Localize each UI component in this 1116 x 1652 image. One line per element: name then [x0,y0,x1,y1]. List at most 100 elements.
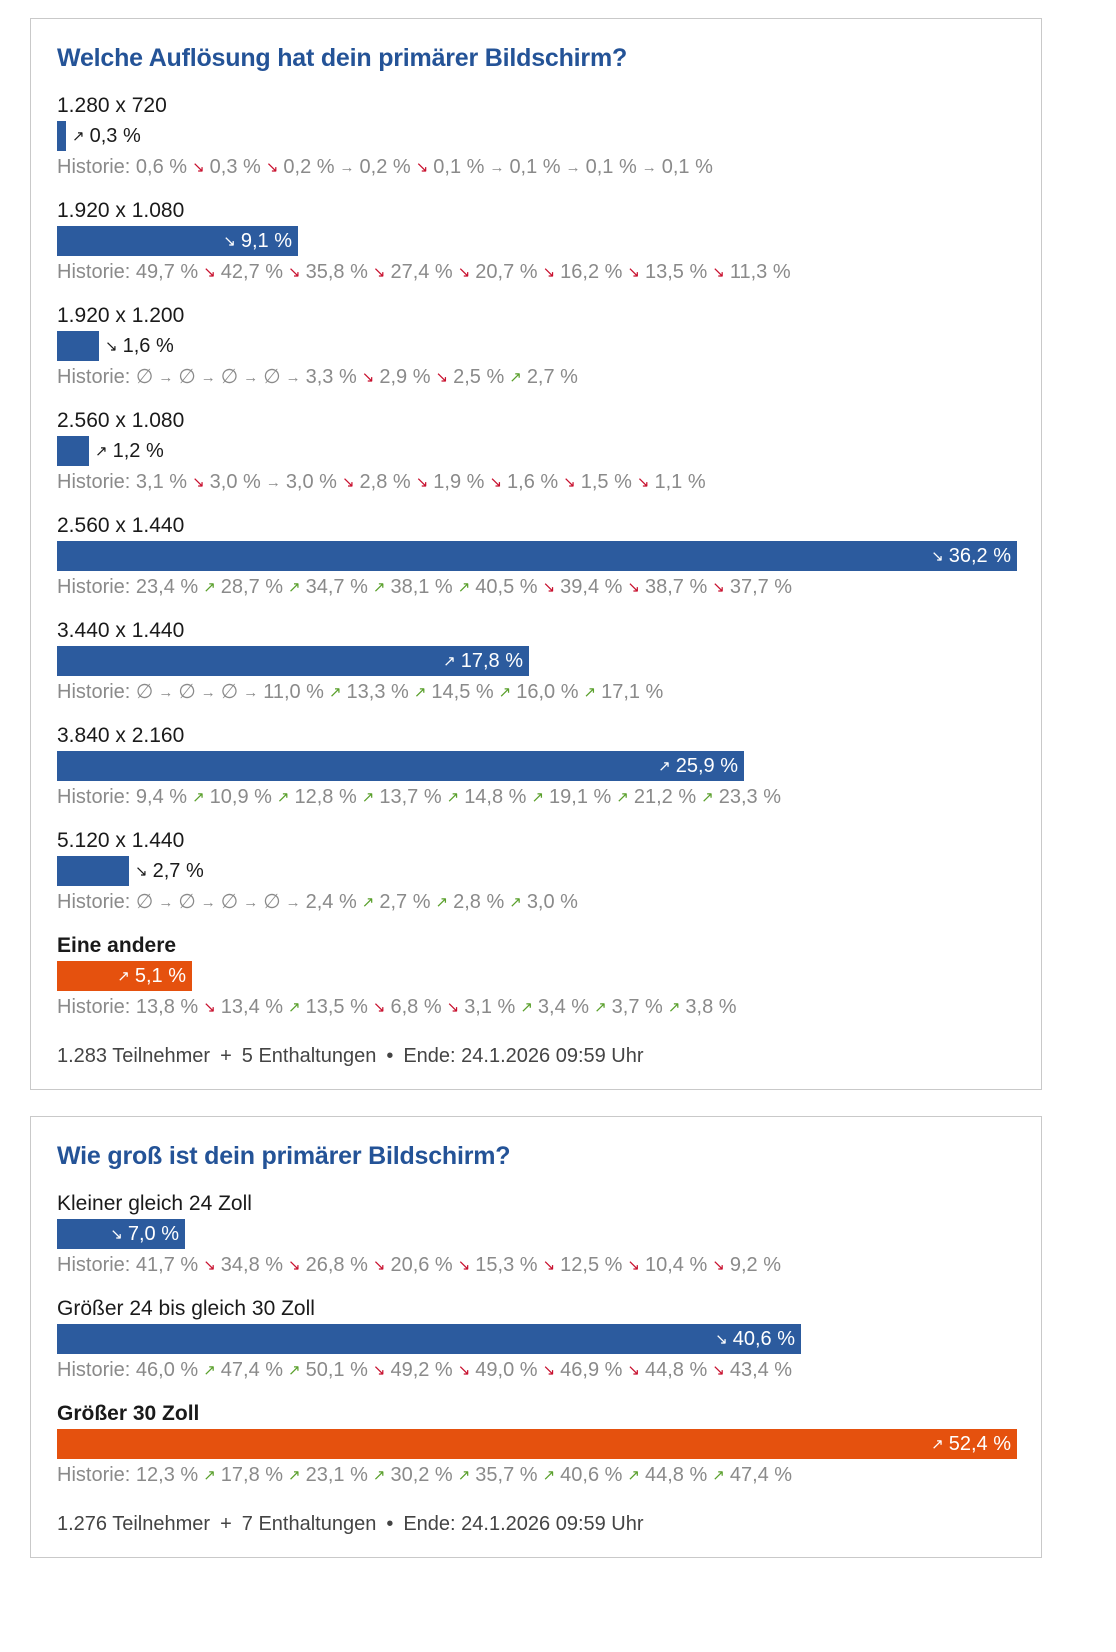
trend-up-icon: ↗ [509,369,522,386]
history-value: 2,7 % [526,366,578,388]
trend-down-icon: ↘ [135,863,148,880]
history-value: 3,0 % [209,471,261,493]
bar-track: ↘ 7,0 % [57,1218,1017,1249]
poll-option: 2.560 x 1.440 ↘ 36,2 % Historie: 23,4 % ↗ 28,… [57,513,1017,603]
history-value: 12,3 % [135,1464,199,1486]
value-text: 5,1 % [134,965,186,987]
value-text: 9,1 % [240,230,292,252]
trend-up-icon: ↗ [457,579,471,596]
history-value: 0,3 % [209,156,261,178]
history-value: 16,0 % [516,681,579,703]
trend-down-icon: ↘ [372,1362,386,1379]
trend-up-icon: ↗ [616,789,629,806]
trend-down-icon: ↘ [105,338,118,355]
trend-down-icon: ↘ [457,1257,471,1274]
history-value: 20,6 % [390,1254,453,1276]
poll-options: Kleiner gleich 24 Zoll ↘ 7,0 % Historie: 41… [57,1191,1017,1491]
trend-up-icon: ↗ [288,579,301,596]
history-value: 15,3 % [475,1254,538,1276]
history-value: ∅ [178,366,196,388]
history-label: Historie: [57,996,131,1018]
history-value: 0,1 % [509,156,561,178]
value-label: ↘ 1,6 % [99,331,174,361]
trend-flat-icon: → [243,369,259,386]
trend-down-icon: ↘ [341,474,355,491]
history-value: 34,7 % [305,576,368,598]
trend-flat-icon: → [265,474,281,491]
history-label: Historie: [57,891,131,913]
history-value: 3,7 % [611,996,663,1018]
bar-track: ↗ 52,4 % [57,1428,1017,1459]
bar [57,1429,1017,1459]
trend-up-icon: ↗ [413,684,427,701]
history-value: 13,4 % [220,996,284,1018]
history-value: 1,5 % [580,471,632,493]
trend-up-icon: ↗ [288,999,301,1016]
option-label: Eine andere [57,934,177,957]
trend-down-icon: ↘ [265,159,279,176]
history-value: 2,8 % [453,891,505,913]
trend-flat-icon: → [200,369,216,386]
history-value: 0,1 % [433,156,485,178]
value-label: ↗ 0,3 % [66,121,141,151]
history-label: Historie: [57,786,131,808]
trend-down-icon: ↘ [435,369,449,386]
value-label: ↘ 36,2 % [931,541,1017,571]
bar [57,961,192,991]
poll-option: Eine andere ↗ 5,1 % Historie: 13,8 % ↘ 13,4 %… [57,933,1015,1023]
history-value: 9,2 % [729,1254,781,1276]
history-line: Historie: ∅ → ∅ → ∅ → ∅ → 3,3 % ↘ 2,9 % ↘ 2,5 % ↗ 2,7 … [57,363,1015,393]
history-value: 49,7 % [135,261,199,283]
history-value: 10,9 % [209,786,272,808]
history-value: 44,8 % [644,1359,708,1381]
poll-option: 3.440 x 1.440 ↗ 17,8 % Historie: ∅ → ∅ → ∅ → 11,0… [57,618,1015,708]
history-line: Historie: ∅ → ∅ → ∅ → ∅ → 2,4 % ↗ 2,7 % ↗ 2,8 % ↗ 3,0 … [57,888,1015,918]
history-value: 1,6 % [507,471,559,493]
trend-flat-icon: → [243,684,259,701]
trend-up-icon: ↗ [931,1436,944,1453]
trend-up-icon: ↗ [667,999,681,1016]
trend-flat-icon: → [200,684,216,701]
history-value: ∅ [263,891,281,913]
trend-down-icon: ↘ [627,579,640,596]
trend-up-icon: ↗ [328,684,342,701]
poll-end-date: Ende: 24.1.2026 09:59 Uhr [403,1513,644,1535]
history-value: 23,4 % [135,576,199,598]
trend-down-icon: ↘ [457,264,471,281]
separator-bullet: • [386,1045,394,1067]
history-value: ∅ [135,366,154,388]
history-value: 28,7 % [220,576,284,598]
history-value: 12,8 % [294,786,357,808]
value-label: ↗ 25,9 % [658,751,744,781]
poll-option: 1.920 x 1.200 ↘ 1,6 % Historie: ∅ → ∅ → ∅ → ∅ → 3,3… [57,303,1015,393]
value-label: ↗ 1,2 % [89,436,164,466]
poll-option: 1.280 x 720 ↗ 0,3 % Historie: 0,6 % ↘ 0,3 % ↘ 0… [57,93,1015,183]
trend-up-icon: ↗ [372,579,386,596]
trend-down-icon: ↘ [627,1257,640,1274]
trend-up-icon: ↗ [203,1362,216,1379]
option-label: 5.120 x 1.440 [57,829,185,852]
history-value: 3,3 % [305,366,357,388]
history-value: 3,0 % [526,891,578,913]
bar-track: ↘ 1,6 % [57,330,1017,361]
history-value: 13,3 % [346,681,409,703]
history-value: 6,8 % [390,996,442,1018]
history-value: 23,1 % [305,1464,368,1486]
bar-track: ↘ 36,2 % [57,540,1017,571]
trend-up-icon: ↗ [712,1467,725,1484]
history-value: 46,9 % [560,1359,623,1381]
trend-down-icon: ↘ [361,369,375,386]
trend-up-icon: ↗ [192,789,205,806]
trend-up-icon: ↗ [443,653,456,670]
bar-track: ↘ 2,7 % [57,855,1017,886]
history-label: Historie: [57,1254,131,1276]
trend-down-icon: ↘ [542,264,556,281]
history-label: Historie: [57,261,131,283]
value-label: ↗ 52,4 % [931,1429,1017,1459]
value-label: ↘ 2,7 % [129,856,204,886]
trend-up-icon: ↗ [627,1467,640,1484]
poll-option: 5.120 x 1.440 ↘ 2,7 % Historie: ∅ → ∅ → ∅ → ∅ → 2,4… [57,828,1015,918]
history-value: 26,8 % [305,1254,368,1276]
bar [57,1324,801,1354]
value-label: ↘ 40,6 % [715,1324,801,1354]
